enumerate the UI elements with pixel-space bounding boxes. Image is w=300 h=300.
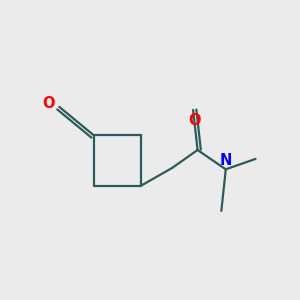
Text: N: N xyxy=(220,153,232,168)
Text: O: O xyxy=(42,96,55,111)
Text: O: O xyxy=(188,113,201,128)
